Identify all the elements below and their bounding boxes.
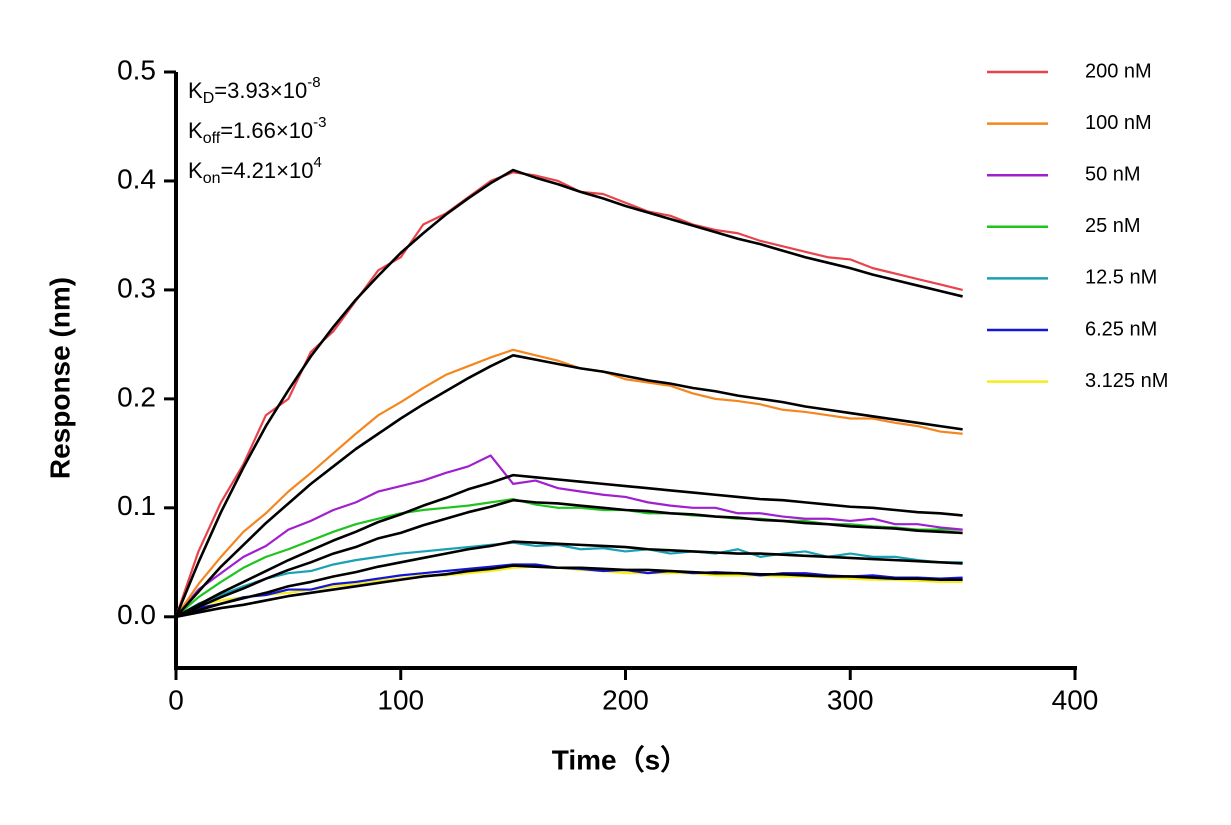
annotation-symbol: K [188, 118, 203, 143]
x-tick-label: 200 [602, 684, 649, 715]
fit-line [174, 168, 963, 618]
y-tick-label: 0.2 [117, 381, 156, 412]
fit-line [175, 564, 963, 619]
data-line [175, 454, 963, 618]
legend-label: 100 nM [1085, 112, 1152, 134]
data-line [175, 348, 963, 618]
x-tick-label: 300 [827, 684, 874, 715]
legend-label: 3.125 nM [1085, 370, 1168, 392]
fit-line [175, 473, 963, 618]
fit-line [175, 540, 963, 619]
data-line [175, 565, 963, 618]
annotation-text: =4.21×10 [220, 158, 313, 183]
y-tick-label: 0.0 [117, 599, 156, 630]
data-line [174, 171, 963, 618]
x-axis-title: Time（s） [552, 743, 688, 775]
x-tick-label: 100 [377, 684, 424, 715]
annotation-text: =3.93×10 [214, 78, 307, 103]
legend-label: 6.25 nM [1085, 318, 1157, 340]
legend-label: 50 nM [1085, 163, 1141, 185]
annotation-subscript: off [203, 130, 221, 147]
annotation-text: =1.66×10 [220, 118, 313, 143]
annotation-symbol: K [188, 158, 203, 183]
annotation: Kon=4.21×104 [188, 154, 322, 187]
annotation-symbol: K [188, 78, 203, 103]
annotation: KD=3.93×10-8 [188, 74, 321, 107]
annotation-superscript: 4 [313, 154, 321, 171]
y-tick-label: 0.3 [117, 272, 156, 303]
y-tick-label: 0.5 [117, 54, 156, 85]
x-tick-label: 400 [1052, 684, 1099, 715]
annotation-subscript: on [203, 170, 221, 187]
x-tick-label: 0 [168, 684, 184, 715]
data-line [175, 541, 963, 618]
legend-label: 12.5 nM [1085, 267, 1157, 289]
legend-label: 25 nM [1085, 215, 1141, 237]
annotation-subscript: D [203, 90, 215, 107]
fit-line [175, 353, 963, 618]
y-axis-title: Response (nm) [44, 277, 75, 479]
fit-line [175, 498, 963, 618]
annotation-superscript: -3 [313, 114, 326, 131]
y-tick-label: 0.1 [117, 490, 156, 521]
annotation: Koff=1.66×10-3 [188, 114, 327, 147]
annotation-superscript: -8 [307, 74, 320, 91]
y-tick-label: 0.4 [117, 163, 156, 194]
legend-label: 200 nM [1085, 60, 1152, 82]
